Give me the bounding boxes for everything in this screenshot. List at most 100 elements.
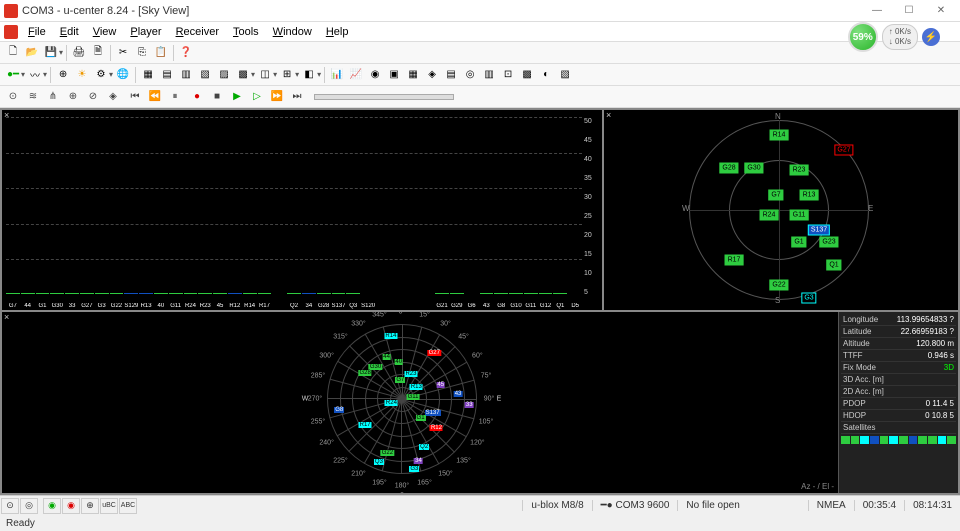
polar-sat: G8 — [334, 407, 344, 413]
ff-icon[interactable]: ⏩ — [268, 88, 286, 106]
polar-sat: S137 — [425, 410, 441, 416]
gear-icon[interactable]: ⚙ — [92, 66, 110, 84]
mode2-icon[interactable]: ≋ — [24, 88, 42, 106]
polar-tick: 210° — [351, 471, 365, 478]
grid1-icon[interactable]: ▦ — [139, 66, 157, 84]
win2-icon[interactable]: ⊞ — [278, 66, 296, 84]
status-time2: 08:14:31 — [904, 500, 960, 511]
signal-label: R23 — [198, 303, 212, 309]
sb-btn7[interactable]: ABC — [119, 498, 137, 514]
menu-file[interactable]: File — [22, 24, 52, 40]
signal-label: G27 — [80, 303, 94, 309]
toolbar-receiver: ●━▾ 〰▾ ⊕ ☀ ⚙▾ 🌐 ▦ ▤ ▥ ▧ ▨ ▩▾ ◫▾ ⊞▾ ◧▾ 📊 … — [0, 64, 960, 86]
grid2-icon[interactable]: ▤ — [158, 66, 176, 84]
new-icon[interactable]: 🗋 — [4, 44, 22, 62]
print-icon[interactable]: 🖨 — [70, 44, 88, 62]
mode4-icon[interactable]: ⊕ — [64, 88, 82, 106]
open-icon[interactable]: 📂 — [23, 44, 41, 62]
pause-icon[interactable]: ⏸ — [166, 88, 184, 106]
sb-btn6[interactable]: uBC — [100, 498, 118, 514]
sb-btn4[interactable]: ◉ — [62, 498, 80, 514]
menu-edit[interactable]: Edit — [54, 24, 85, 40]
play-icon[interactable]: ▶ — [228, 88, 246, 106]
view3-icon[interactable]: ▦ — [404, 66, 422, 84]
grid4-icon[interactable]: ▧ — [196, 66, 214, 84]
view9-icon[interactable]: ▩ — [518, 66, 536, 84]
panel-close-icon[interactable]: × — [4, 110, 9, 120]
grid3-icon[interactable]: ▥ — [177, 66, 195, 84]
chart2-icon[interactable]: 📈 — [347, 66, 365, 84]
polar-tick: 270° — [308, 396, 322, 403]
step-icon[interactable]: ▷ — [248, 88, 266, 106]
stop-icon[interactable]: ■ — [208, 88, 226, 106]
signal-bar — [317, 293, 331, 296]
menu-tools[interactable]: Tools — [227, 24, 265, 40]
signal-bar — [243, 293, 257, 296]
mode6-icon[interactable]: ◈ — [104, 88, 122, 106]
signal-bar — [435, 293, 449, 296]
sb-btn5[interactable]: ⊕ — [81, 498, 99, 514]
mode3-icon[interactable]: ⋔ — [44, 88, 62, 106]
sb-btn1[interactable]: ⊙ — [1, 498, 19, 514]
grid6-icon[interactable]: ▩ — [234, 66, 252, 84]
signal-label: 33 — [65, 303, 79, 309]
view2-icon[interactable]: ▣ — [385, 66, 403, 84]
view6-icon[interactable]: ◎ — [461, 66, 479, 84]
menu-receiver[interactable]: Receiver — [170, 24, 225, 40]
sb-btn2[interactable]: ◎ — [20, 498, 38, 514]
titlebar: COM3 - u-center 8.24 - [Sky View] — ☐ ✕ — [0, 0, 960, 22]
chart1-icon[interactable]: 📊 — [328, 66, 346, 84]
help-icon[interactable]: ❓ — [177, 44, 195, 62]
polar-sat: G27 — [428, 350, 441, 356]
view4-icon[interactable]: ◈ — [423, 66, 441, 84]
mode1-icon[interactable]: ⊙ — [4, 88, 22, 106]
record-icon[interactable]: ● — [188, 88, 206, 106]
azel-label: Az - / El - — [801, 482, 834, 491]
win1-icon[interactable]: ◫ — [256, 66, 274, 84]
view10-icon[interactable]: ◐ — [537, 66, 555, 84]
menu-help[interactable]: Help — [320, 24, 355, 40]
power-icon[interactable]: ⚡ — [922, 28, 940, 46]
info-row: Latitude22.66959183 ? — [841, 326, 956, 338]
grid5-icon[interactable]: ▨ — [215, 66, 233, 84]
view5-icon[interactable]: ▤ — [442, 66, 460, 84]
panel-close-icon[interactable]: × — [4, 312, 9, 322]
signal-label: G22 — [110, 303, 124, 309]
mode5-icon[interactable]: ⊘ — [84, 88, 102, 106]
copy-icon[interactable]: ⎘ — [133, 44, 151, 62]
connect-icon[interactable]: ●━ — [4, 66, 22, 84]
menu-player[interactable]: Player — [124, 24, 167, 40]
seek-track[interactable] — [314, 94, 454, 100]
minimize-button[interactable]: — — [862, 2, 892, 20]
signal-bar — [346, 293, 360, 296]
cut-icon[interactable]: ✂ — [114, 44, 132, 62]
view8-icon[interactable]: ⊡ — [499, 66, 517, 84]
polar-tick: 75° — [481, 373, 492, 380]
wave-icon[interactable]: 〰 — [26, 66, 44, 84]
split-icon[interactable]: ◧ — [300, 66, 318, 84]
signal-bar — [287, 293, 301, 296]
rewind-icon[interactable]: ⏪ — [146, 88, 164, 106]
preview-icon[interactable]: 🗎 — [89, 44, 107, 62]
view11-icon[interactable]: ▧ — [556, 66, 574, 84]
world-icon[interactable]: 🌐 — [114, 66, 132, 84]
sun-icon[interactable]: ☀ — [73, 66, 91, 84]
skip-start-icon[interactable]: ⏮ — [126, 88, 144, 106]
sky-sat: G7 — [768, 190, 783, 201]
sb-btn3[interactable]: ◉ — [43, 498, 61, 514]
view7-icon[interactable]: ▥ — [480, 66, 498, 84]
target-icon[interactable]: ⊕ — [54, 66, 72, 84]
save-icon[interactable]: 💾 — [42, 44, 60, 62]
maximize-button[interactable]: ☐ — [894, 2, 924, 20]
paste-icon[interactable]: 📋 — [152, 44, 170, 62]
signal-panel: × G744G1G3033G27G3G22S129R1340G11R24R234… — [2, 110, 602, 310]
polar-tick: 105° — [479, 418, 493, 425]
menu-window[interactable]: Window — [267, 24, 318, 40]
signal-label: G30 — [50, 303, 64, 309]
menu-view[interactable]: View — [87, 24, 123, 40]
panel-close-icon[interactable]: × — [606, 110, 611, 120]
close-button[interactable]: ✕ — [926, 2, 956, 20]
skip-end-icon[interactable]: ⏭ — [288, 88, 306, 106]
view1-icon[interactable]: ◉ — [366, 66, 384, 84]
signal-bar — [302, 293, 316, 296]
